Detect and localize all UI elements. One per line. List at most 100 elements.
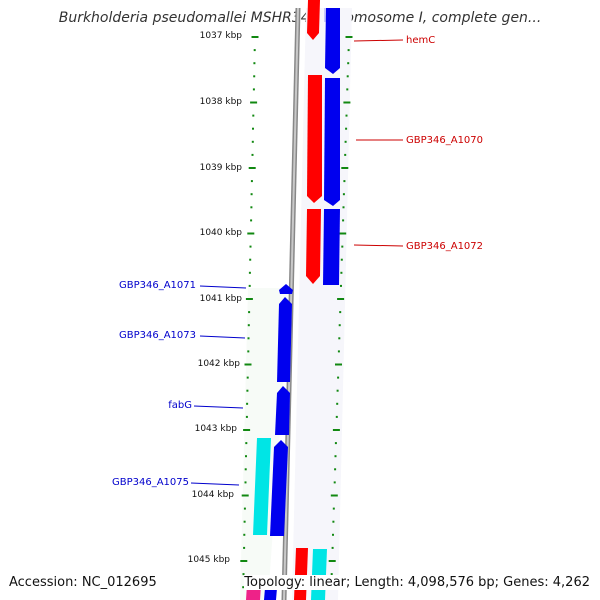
left-tick-track [240, 36, 259, 589]
gene-bottom-blue[interactable] [264, 588, 277, 600]
scale-tick-label: 1038 kbp [200, 97, 243, 107]
major-tick [248, 167, 256, 169]
minor-tick [336, 402, 339, 405]
minor-tick [250, 193, 253, 196]
minor-tick [251, 153, 254, 156]
leader-GBP346_A1073 [199, 335, 246, 339]
minor-tick [347, 49, 350, 52]
minor-tick [242, 573, 245, 576]
gene-hemC[interactable] [307, 0, 320, 40]
minor-tick [248, 271, 251, 274]
leader-GBP346_A1072 [353, 244, 404, 247]
major-tick [330, 494, 338, 497]
minor-tick [337, 376, 340, 379]
gene-GBP346_A1073[interactable] [277, 297, 292, 382]
minor-tick [243, 507, 246, 510]
minor-tick [338, 337, 341, 340]
gene-label-GBP346_A1073[interactable]: GBP346_A1073 [119, 330, 196, 341]
scale-tick-label: 1040 kbp [200, 228, 243, 238]
genome-summary: Topology: linear; Length: 4,098,576 bp; … [244, 575, 590, 590]
gene-fabG[interactable] [275, 386, 290, 435]
minor-tick [250, 206, 253, 209]
gene-GBP346_A1071[interactable] [279, 284, 293, 294]
scale-tick-label: 1041 kbp [200, 294, 243, 304]
minor-tick [330, 573, 333, 576]
minor-tick [251, 140, 254, 143]
gene-GBP346_A1070[interactable] [307, 75, 322, 203]
major-tick [328, 560, 336, 562]
minor-tick [248, 311, 251, 314]
minor-tick [246, 376, 249, 379]
major-tick [345, 36, 353, 38]
minor-tick [253, 75, 256, 78]
scale-tick-label: 1039 kbp [200, 163, 243, 173]
minor-tick [334, 468, 337, 471]
minor-tick [342, 206, 345, 209]
minor-tick [247, 324, 250, 327]
minor-tick [334, 442, 337, 445]
minor-tick [252, 114, 255, 117]
minor-tick [244, 468, 247, 471]
gene-blue-right-2[interactable] [324, 78, 340, 206]
gene-GBP346_A1072[interactable] [306, 209, 321, 284]
minor-tick [346, 88, 349, 91]
scale-tick-label: 1044 kbp [192, 490, 235, 500]
minor-tick [340, 258, 343, 261]
major-tick [335, 363, 342, 366]
minor-tick [250, 180, 253, 183]
gene-label-hemC[interactable]: hemC [406, 35, 435, 46]
minor-tick [336, 389, 339, 392]
minor-tick [334, 455, 337, 458]
gene-blue-right-3[interactable] [323, 209, 340, 285]
minor-tick [345, 114, 348, 117]
minor-tick [243, 520, 246, 523]
minor-tick [245, 415, 248, 418]
major-tick [243, 429, 251, 431]
minor-tick [337, 350, 340, 353]
major-tick [339, 232, 347, 235]
minor-tick [341, 245, 344, 248]
gene-bottom-red[interactable] [294, 548, 308, 600]
minor-tick [340, 271, 343, 274]
minor-tick [245, 442, 248, 445]
minor-tick [332, 533, 334, 536]
minor-tick [253, 62, 256, 65]
minor-tick [339, 311, 342, 314]
gene-upstream-fragment[interactable] [308, 0, 319, 8]
major-tick [251, 36, 259, 38]
major-tick [337, 298, 345, 300]
minor-tick [249, 258, 252, 261]
minor-tick [243, 546, 246, 549]
minor-tick [331, 546, 334, 549]
major-tick [341, 167, 349, 169]
leader-GBP346_A1071 [199, 285, 247, 289]
major-tick [245, 298, 253, 300]
leader-GBP346_A1075 [190, 482, 240, 486]
leader-fabG [193, 405, 244, 409]
minor-tick [338, 324, 341, 327]
gene-label-GBP346_A1072[interactable]: GBP346_A1072 [406, 241, 483, 252]
gene-blue-right-1[interactable] [325, 8, 340, 74]
minor-tick [246, 389, 249, 392]
major-tick [247, 232, 255, 235]
gene-GBP346_A1075[interactable] [270, 440, 288, 536]
minor-tick [343, 180, 346, 183]
scale-tick-label: 1043 kbp [195, 424, 238, 434]
gene-cyan-left[interactable] [253, 438, 271, 535]
major-tick [244, 363, 252, 366]
minor-tick [335, 415, 338, 418]
minor-tick [246, 402, 249, 405]
minor-tick [250, 219, 253, 222]
gene-label-fabG[interactable]: fabG [168, 400, 192, 411]
minor-tick [244, 481, 247, 484]
gene-label-GBP346_A1071[interactable]: GBP346_A1071 [119, 280, 196, 291]
minor-tick [245, 455, 247, 458]
minor-tick [345, 127, 348, 130]
minor-tick [253, 49, 256, 52]
gene-label-GBP346_A1075[interactable]: GBP346_A1075 [112, 477, 189, 488]
minor-tick [242, 586, 245, 589]
minor-tick [347, 62, 350, 65]
minor-tick [342, 193, 345, 196]
gene-label-GBP346_A1070[interactable]: GBP346_A1070 [406, 135, 483, 146]
